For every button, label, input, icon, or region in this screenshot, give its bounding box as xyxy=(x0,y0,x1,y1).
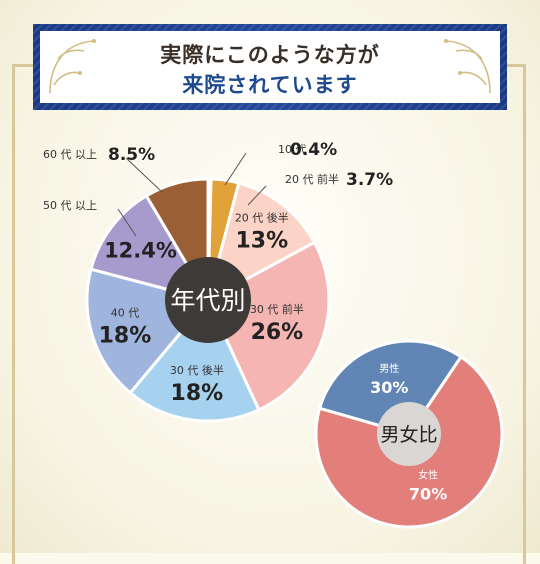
pie-center-hub xyxy=(377,402,441,466)
slice-label: 30 代 前半 xyxy=(250,302,304,316)
page-subtitle: 来院されています xyxy=(182,73,358,97)
pie-slice xyxy=(128,297,261,423)
leader-line xyxy=(117,208,137,237)
age-pie-chart: 年代別 10 代0.4% 20 代 前半 3.7% 20 代 後半 13% 30 代 前半 2… xyxy=(43,140,393,423)
slice-value: 30% xyxy=(370,378,408,397)
pie-center-hub xyxy=(165,257,251,343)
flourish-ornament-icon xyxy=(444,39,491,94)
leader-line xyxy=(247,185,267,206)
header-banner: 実際にこのような方が 来院されています xyxy=(33,24,507,110)
slice-value: 18% xyxy=(99,323,152,348)
leader-line xyxy=(125,157,163,193)
leader-line xyxy=(224,152,247,186)
page-title: 実際にこのような方が xyxy=(160,43,380,67)
slice-label: 50 代 以上 xyxy=(43,199,97,212)
slice-value: 18% xyxy=(171,381,224,406)
slice-label: 40 代 xyxy=(111,306,140,319)
slice-value: 26% xyxy=(251,320,304,345)
slice-value: 70% xyxy=(409,484,447,503)
pie-center-label: 男女比 xyxy=(380,424,437,446)
slice-value: 8.5% xyxy=(108,145,155,165)
slice-value: 13% xyxy=(235,228,288,253)
gender-pie-chart: 男女比 男性 30% 女性 70% xyxy=(314,339,504,529)
slice-label: 10 代 xyxy=(278,143,307,156)
slice-label: 男性 xyxy=(379,362,399,375)
slice-label: 30 代 後半 xyxy=(170,363,224,377)
slice-value: 12.4% xyxy=(104,238,177,262)
pie-center-label: 年代別 xyxy=(170,286,245,315)
slice-label: 20 代 前半 xyxy=(285,172,339,186)
slice-label: 60 代 以上 xyxy=(43,148,97,161)
slice-label: 20 代 後半 xyxy=(235,210,289,224)
flourish-ornament-icon xyxy=(49,39,96,94)
slice-value: 3.7% xyxy=(346,170,393,190)
header-panel: 実際にこのような方が 来院されています xyxy=(40,31,500,103)
slice-label: 女性 xyxy=(418,468,438,481)
slice-value: 0.4% xyxy=(290,140,337,160)
pie-slice xyxy=(317,339,464,436)
